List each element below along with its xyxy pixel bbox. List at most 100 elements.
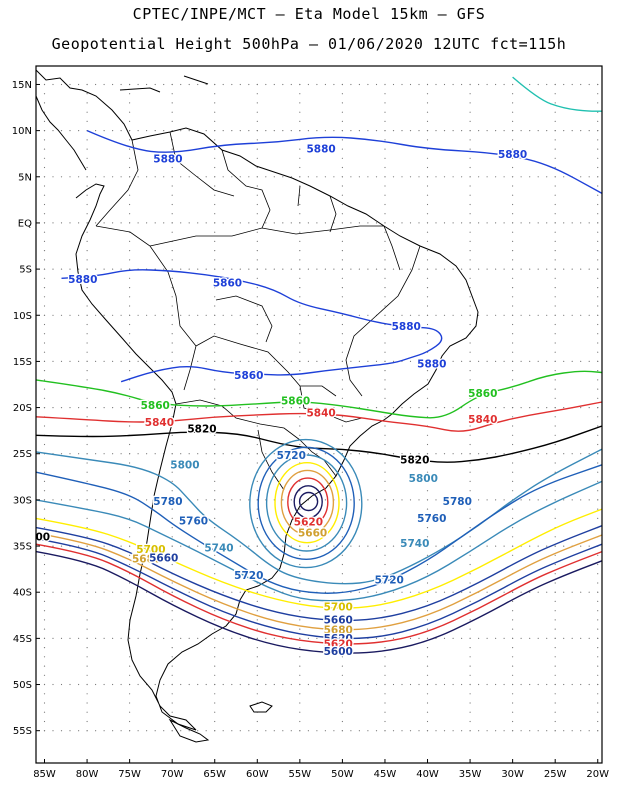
graticule-dot — [597, 250, 599, 252]
graticule-dot — [384, 600, 386, 603]
graticule-dot — [188, 222, 190, 224]
graticule-dot — [418, 130, 420, 132]
graticule-dot — [256, 453, 258, 455]
graticule-dot — [171, 370, 173, 372]
graticule-dot — [214, 665, 216, 667]
graticule-dot — [511, 674, 514, 676]
graticule-dot — [426, 305, 429, 307]
graticule-dot — [554, 397, 556, 399]
graticule-dot — [511, 259, 514, 261]
graticule-dot — [384, 693, 386, 695]
graticule-dot — [597, 674, 599, 676]
graticule-dot — [520, 591, 522, 593]
graticule-dot — [197, 360, 199, 362]
graticule-dot — [486, 499, 488, 501]
graticule-dot — [384, 425, 386, 427]
graticule-dot — [265, 83, 267, 86]
graticule-dot — [409, 453, 412, 455]
graticule-dot — [171, 554, 173, 556]
graticule-dot — [401, 683, 403, 686]
graticule-dot — [307, 683, 309, 686]
graticule-dot — [120, 176, 122, 178]
graticule-dot — [86, 656, 88, 658]
graticule-dot — [43, 379, 46, 381]
graticule-dot — [214, 600, 216, 603]
graticule-dot — [129, 527, 131, 529]
graticule-dot — [341, 305, 343, 307]
graticule-dot — [273, 130, 275, 132]
graticule-dot — [214, 203, 216, 206]
graticule-dot — [511, 702, 514, 704]
graticule-dot — [426, 453, 429, 455]
graticule-dot — [511, 130, 514, 132]
graticule-dot — [367, 683, 369, 686]
graticule-dot — [86, 287, 88, 289]
graticule-dot — [580, 545, 582, 547]
graticule-dot — [43, 314, 46, 316]
graticule-dot — [129, 536, 131, 538]
graticule-dot — [409, 730, 412, 732]
graticule-dot — [554, 610, 556, 612]
graticule-dot — [554, 730, 556, 732]
graticule-dot — [341, 471, 343, 473]
graticule-dot — [435, 591, 437, 593]
contour-label: 5720 — [234, 570, 263, 582]
graticule-dot — [95, 222, 97, 224]
lon-label: 50W — [331, 769, 354, 780]
graticule-dot — [120, 683, 122, 686]
graticule-dot — [597, 360, 599, 362]
graticule-dot — [214, 139, 216, 141]
graticule-dot — [299, 490, 301, 492]
graticule-dot — [239, 222, 241, 224]
graticule-dot — [461, 591, 463, 593]
graticule-dot — [358, 130, 360, 132]
graticule-dot — [129, 490, 131, 492]
graticule-dot — [375, 130, 378, 132]
graticule-dot — [171, 185, 173, 187]
graticule-dot — [299, 674, 301, 676]
graticule-dot — [171, 287, 173, 289]
graticule-dot — [273, 268, 275, 270]
graticule-dot — [461, 360, 463, 362]
graticule-dot — [554, 600, 556, 603]
graticule-dot — [409, 360, 412, 362]
graticule-dot — [324, 314, 326, 316]
graticule-dot — [426, 637, 429, 640]
graticule-dot — [511, 711, 514, 713]
graticule-dot — [299, 480, 301, 482]
graticule-dot — [384, 148, 386, 150]
graticule-dot — [78, 130, 80, 132]
graticule-dot — [469, 517, 471, 520]
contour-label: 5880 — [306, 144, 335, 156]
graticule-dot — [341, 259, 343, 261]
graticule-dot — [426, 93, 429, 95]
graticule-dot — [367, 499, 369, 501]
graticule-dot — [86, 407, 88, 409]
graticule-dot — [537, 730, 539, 732]
graticule-dot — [95, 499, 97, 501]
graticule-dot — [299, 545, 301, 547]
graticule-dot — [129, 102, 131, 104]
graticule-dot — [256, 360, 258, 362]
lat-label: 35S — [13, 542, 32, 553]
contour-label: 5660 — [324, 614, 353, 626]
contour-label: 5780 — [443, 496, 472, 508]
graticule-dot — [529, 545, 531, 547]
graticule-dot — [546, 683, 548, 686]
graticule-dot — [426, 259, 429, 261]
geopotential-contours — [35, 76, 603, 654]
graticule-dot — [214, 259, 216, 261]
contour-line — [35, 532, 603, 631]
graticule-dot — [78, 683, 80, 686]
graticule-dot — [537, 499, 539, 501]
graticule-dot — [197, 499, 199, 501]
graticule-dot — [171, 610, 173, 612]
graticule-dot — [171, 388, 173, 390]
graticule-dot — [392, 637, 395, 640]
graticule-dot — [231, 407, 233, 409]
graticule-dot — [43, 628, 46, 630]
graticule-dot — [597, 462, 599, 464]
lon-label: 60W — [246, 769, 269, 780]
graticule-dot — [146, 222, 148, 224]
graticule-dot — [384, 130, 386, 132]
